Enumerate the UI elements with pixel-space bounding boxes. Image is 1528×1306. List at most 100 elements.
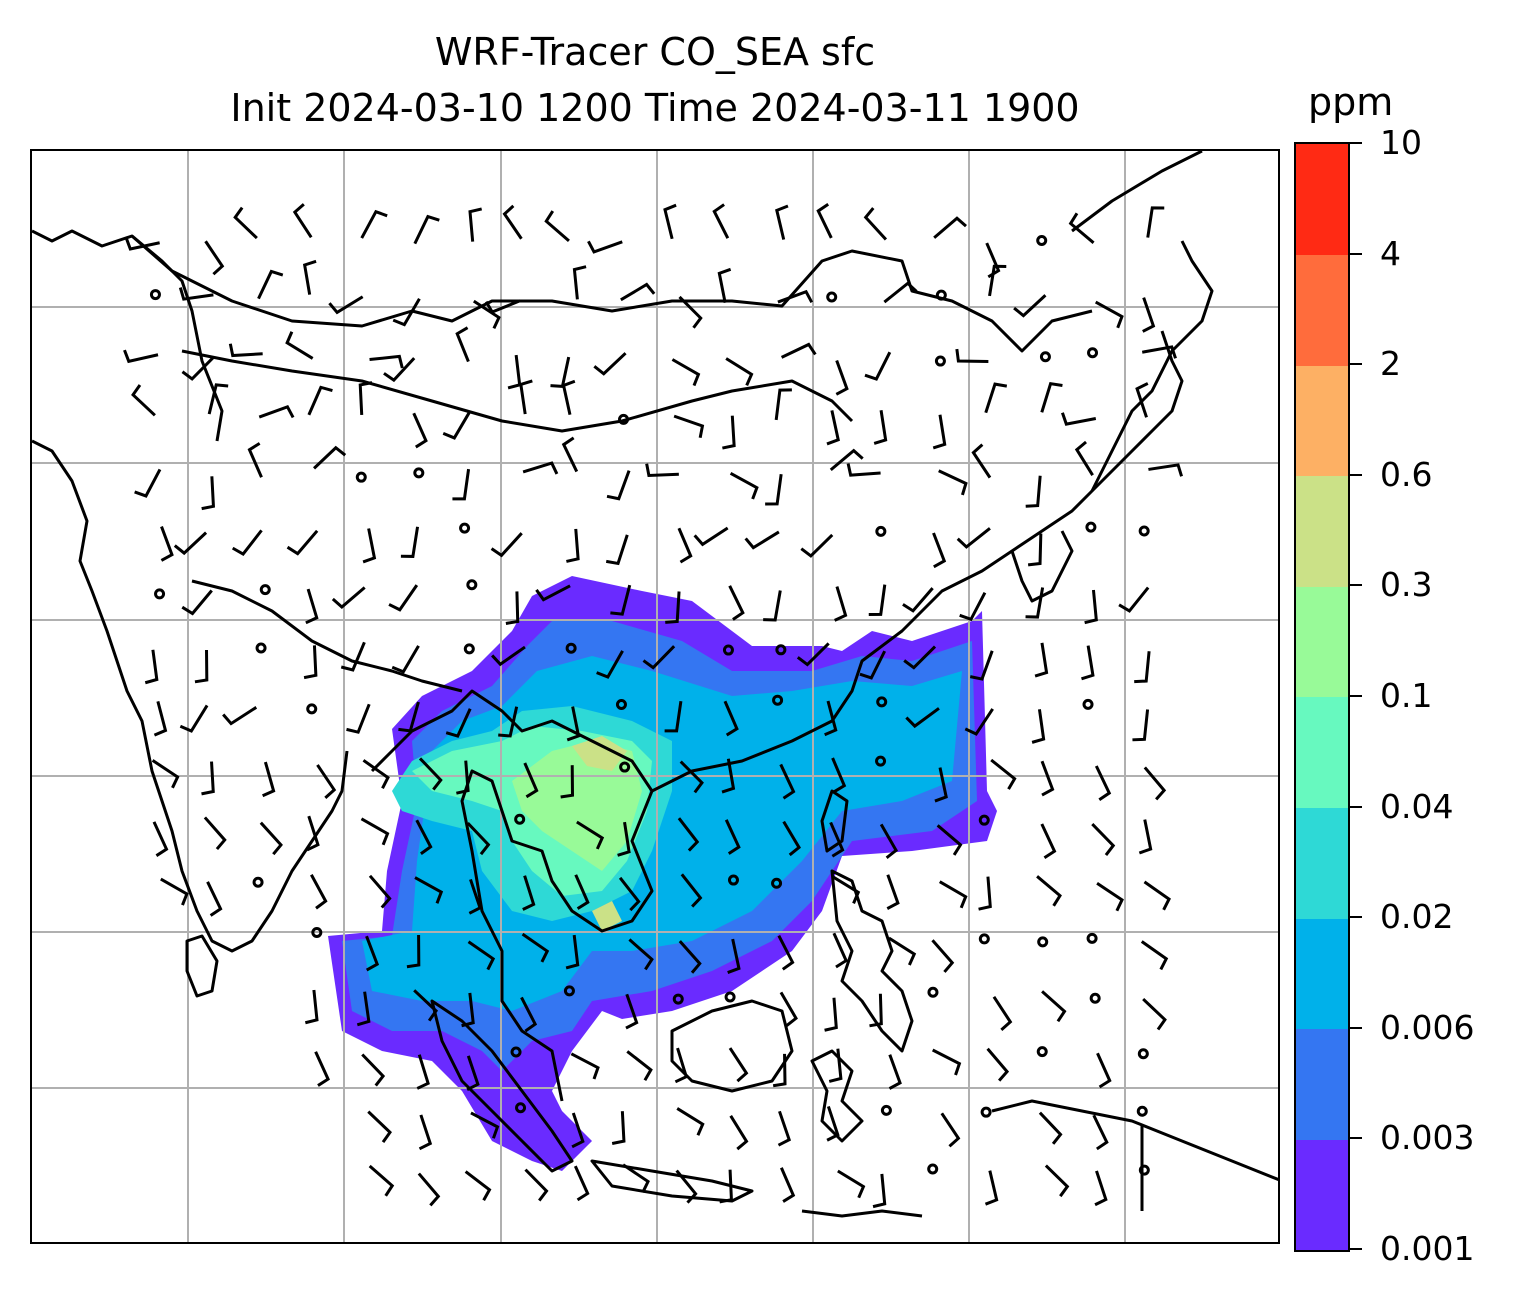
wind-barb [231, 529, 263, 557]
calm-marker [1039, 351, 1051, 363]
wind-barb [831, 757, 847, 794]
wind-barb [1092, 1114, 1109, 1151]
calm-marker [927, 1163, 939, 1175]
wind-barb [673, 414, 705, 439]
wind-barb [316, 764, 337, 799]
wind-barb [777, 289, 814, 304]
wind-barb [902, 587, 934, 613]
coastline-indochina [370, 689, 654, 1102]
wind-barb [160, 526, 174, 562]
wind-barb [611, 1111, 626, 1145]
wind-barb [1013, 294, 1047, 318]
wind-barb [262, 761, 276, 798]
wind-barb [535, 584, 571, 602]
wind-barb [721, 758, 736, 794]
wind-barb [1094, 765, 1112, 801]
wind-barb [346, 703, 371, 734]
colorbar-tick [1350, 142, 1362, 144]
wind-barb [829, 448, 864, 472]
wind-barb [744, 530, 780, 550]
wind-barb [1143, 766, 1167, 801]
wind-barb [1084, 589, 1098, 625]
wind-barb [442, 411, 471, 440]
calm-marker [466, 579, 478, 591]
wind-barb [522, 461, 559, 475]
colorbar-segment [1296, 1028, 1348, 1140]
wind-barb [452, 468, 471, 501]
coastline-philippines [830, 869, 914, 1053]
gridlines [32, 151, 1278, 1242]
wind-barb [955, 348, 989, 363]
wind-barb [560, 765, 575, 799]
wind-barb [728, 1047, 749, 1083]
wind-barb [593, 352, 627, 376]
calm-marker [252, 876, 264, 888]
wind-barb [1146, 206, 1165, 238]
wind-barb [992, 995, 1013, 1031]
wind-barb [671, 358, 701, 387]
wind-barb [368, 874, 392, 909]
wind-barb [723, 700, 739, 737]
wind-barb [383, 357, 416, 383]
wind-barb [933, 216, 967, 239]
wind-barb [964, 708, 994, 736]
wind-barb [310, 874, 328, 910]
wind-barb [824, 700, 838, 737]
calm-marker [1137, 1048, 1149, 1060]
wind-barb [522, 875, 536, 911]
wind-barb [934, 767, 948, 803]
wind-barb [1091, 823, 1116, 856]
wind-barb [1068, 212, 1095, 244]
map-subtitle: Init 2024-03-10 1200 Time 2024-03-11 190… [230, 86, 1080, 130]
wind-barb [505, 591, 520, 625]
wind-barb [938, 880, 968, 909]
wind-barb [461, 992, 475, 1028]
wind-barb [846, 463, 881, 477]
wind-barb [620, 282, 656, 302]
wind-barb [596, 650, 624, 679]
wind-barb [665, 591, 681, 624]
calm-marker [463, 643, 475, 655]
wind-barb [201, 761, 215, 796]
wind-barb [984, 382, 1008, 414]
colorbar-unit: ppm [1308, 80, 1394, 124]
wind-barb [361, 1053, 386, 1087]
wind-barb [206, 881, 223, 917]
wind-barb [331, 586, 366, 609]
wind-barb [826, 410, 840, 446]
wind-barb [204, 240, 225, 276]
wind-barb [400, 526, 420, 558]
wind-barb [181, 589, 213, 616]
wind-barb [782, 820, 801, 857]
wind-barb [1061, 412, 1097, 426]
calm-marker [255, 642, 267, 654]
border-china-south [181, 349, 854, 433]
wind-barb [763, 590, 782, 622]
wind-barb [153, 701, 168, 737]
coastline-java [590, 1159, 754, 1203]
wind-barb [780, 1167, 796, 1203]
wind-barb [932, 532, 947, 569]
wind-barb [1118, 586, 1150, 613]
colorbar-segment [1296, 1139, 1348, 1251]
calm-marker [880, 1104, 892, 1116]
wind-barb [774, 388, 792, 421]
calm-marker [1087, 347, 1099, 359]
wind-barb [519, 379, 533, 415]
wind-barb [677, 527, 693, 564]
coastline-india [32, 439, 349, 953]
calm-marker [978, 814, 990, 826]
calm-marker [980, 1106, 992, 1118]
calm-marker [875, 755, 887, 767]
wind-barb [971, 443, 992, 479]
wind-barb [1142, 997, 1167, 1031]
colorbar-segment [1296, 918, 1348, 1030]
wind-barb [693, 526, 729, 547]
wind-barb [712, 203, 730, 239]
border-himalaya [191, 579, 463, 693]
wind-barb [675, 1169, 698, 1204]
wind-barb [412, 412, 428, 449]
wind-barb [888, 1054, 902, 1090]
wind-barb [292, 203, 313, 239]
wind-barb [392, 297, 421, 327]
